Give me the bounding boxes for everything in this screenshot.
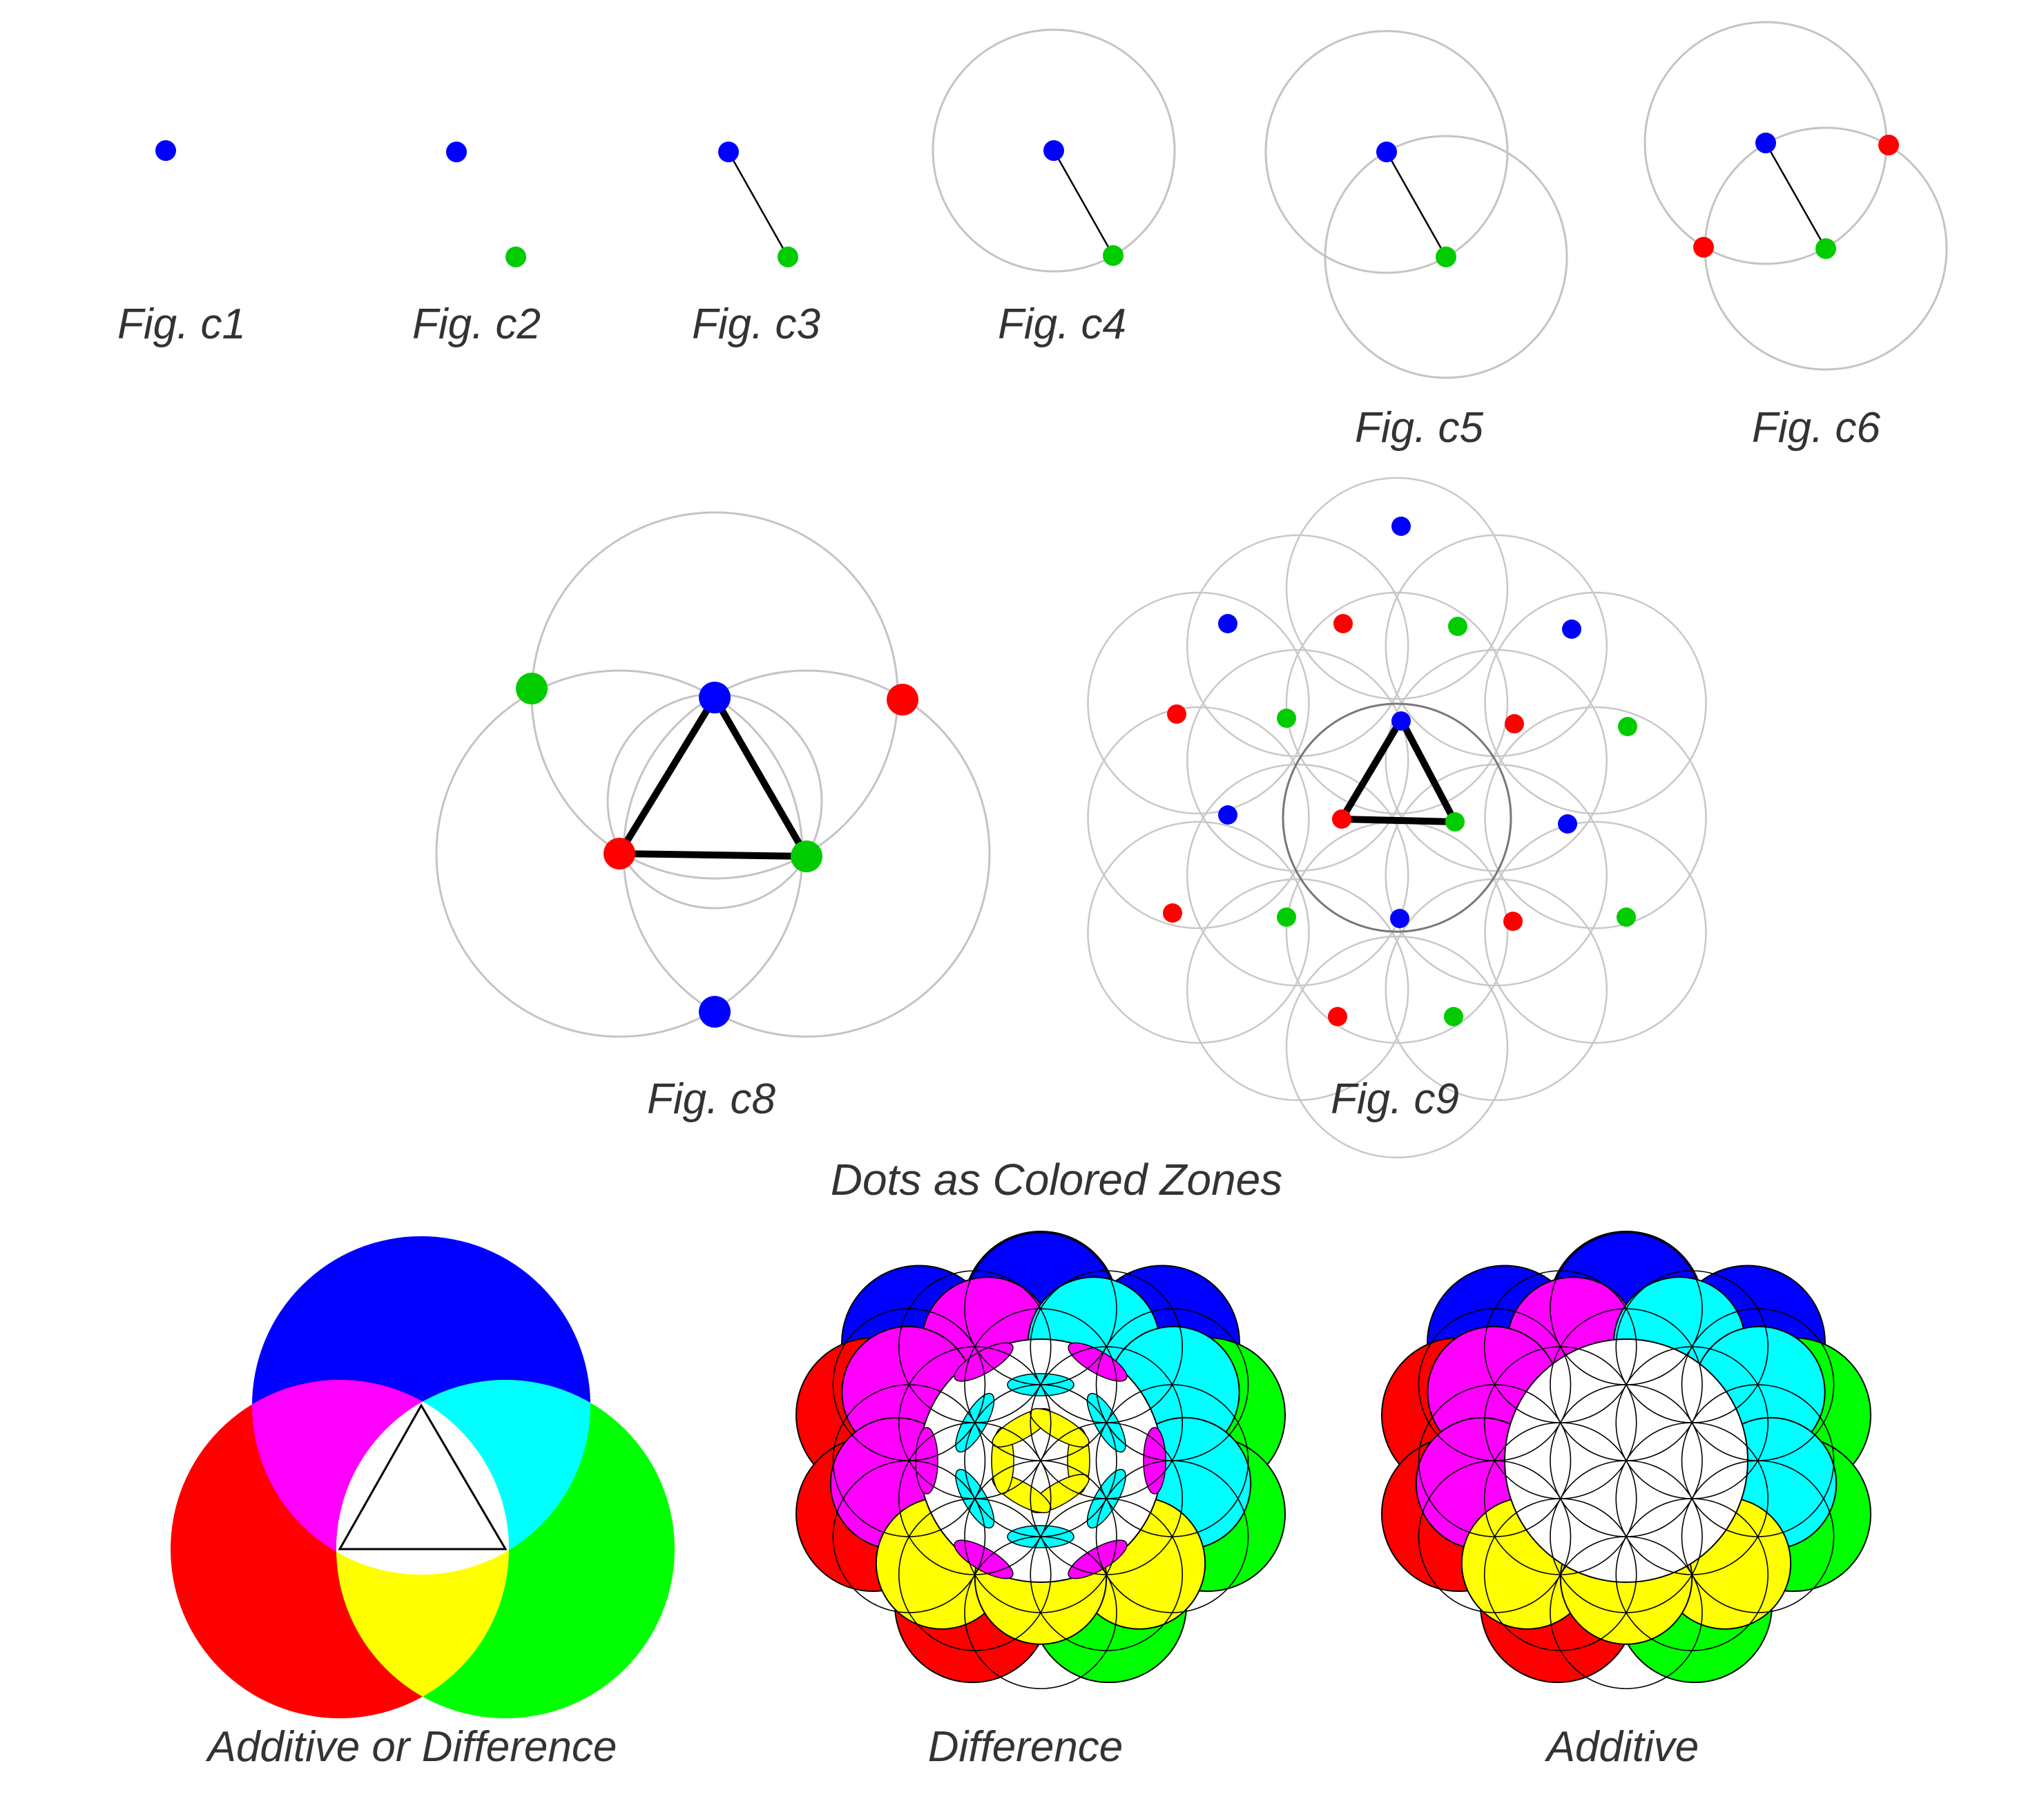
fig-c3: Fig. c3 xyxy=(692,142,820,348)
triangle xyxy=(616,694,810,860)
red-dot xyxy=(1163,903,1182,923)
fig-c6: Fig. c6 xyxy=(1643,21,1948,452)
triangle xyxy=(1338,716,1458,825)
fig-c9-label: Fig. c9 xyxy=(1331,1075,1459,1123)
green-dot xyxy=(791,840,822,872)
construction-circle xyxy=(1285,591,1509,815)
connector-line xyxy=(727,151,789,258)
red-dot xyxy=(887,684,918,715)
construction-circle xyxy=(1186,763,1409,987)
construction-circle xyxy=(1385,763,1608,987)
fig-c8-label: Fig. c8 xyxy=(647,1075,776,1123)
construction-circle xyxy=(1385,878,1608,1102)
petal-zone xyxy=(915,1427,938,1495)
green-dot xyxy=(1103,245,1124,266)
connector-line xyxy=(1385,151,1447,258)
red-dot xyxy=(1333,614,1353,633)
green-dot xyxy=(1436,247,1456,267)
section-title: Dots as Colored Zones xyxy=(831,1155,1283,1204)
construction-circle xyxy=(1186,878,1409,1102)
green-dot xyxy=(778,247,798,267)
green-dot xyxy=(1618,717,1637,736)
rgb-triple-label: Additive or Difference xyxy=(205,1723,617,1771)
blue-dot xyxy=(699,996,731,1028)
red-dot xyxy=(1328,1007,1347,1026)
fig-c1-label: Fig. c1 xyxy=(117,300,246,348)
inner-circle xyxy=(606,693,823,910)
red-dot xyxy=(1878,135,1899,155)
green-dot xyxy=(1815,238,1836,259)
fig-c5: Fig. c5 xyxy=(1264,30,1568,452)
green-dot xyxy=(1444,1007,1463,1026)
construction-circle xyxy=(1484,591,1707,815)
red-dot xyxy=(1167,704,1186,724)
rgb-zones-triple: Additive or Difference xyxy=(171,1236,675,1771)
triangle xyxy=(338,1403,508,1550)
green-dot xyxy=(1617,907,1636,927)
blue-dot xyxy=(1391,711,1411,731)
fig-c6-label: Fig. c6 xyxy=(1752,404,1881,452)
connector-line xyxy=(1764,142,1827,249)
flower-circle xyxy=(1681,1384,1835,1537)
fig-c5-label: Fig. c5 xyxy=(1355,404,1484,452)
difference-label: Difference xyxy=(928,1723,1124,1771)
blue-dot xyxy=(1376,142,1397,162)
fig-c2: Fig. c2 xyxy=(412,142,541,348)
red-dot xyxy=(604,838,635,870)
green-dot xyxy=(505,247,526,267)
red-dot xyxy=(1503,912,1523,931)
additive-flower: Additive xyxy=(1381,1231,1871,1771)
construction-circle xyxy=(1324,135,1568,379)
red-dot xyxy=(1332,809,1351,829)
blue-dot xyxy=(1218,614,1237,633)
fig-c9: Fig. c9 xyxy=(1087,477,1707,1159)
green-dot xyxy=(1445,812,1465,832)
blue-dot xyxy=(1558,814,1577,834)
blue-dot xyxy=(1755,133,1776,153)
blue-dot xyxy=(1043,140,1064,161)
construction-circle xyxy=(1087,820,1310,1044)
connector-line xyxy=(1052,150,1115,256)
construction-circle xyxy=(1385,534,1608,758)
green-dot xyxy=(516,673,548,704)
construction-circle xyxy=(1285,935,1509,1159)
fig-c1: Fig. c1 xyxy=(117,140,246,348)
additive-label: Additive xyxy=(1544,1723,1699,1771)
blue-dot xyxy=(718,142,739,162)
flower-circle xyxy=(1095,1384,1249,1537)
green-dot xyxy=(1277,709,1296,728)
red-dot xyxy=(1693,237,1714,258)
construction-circle xyxy=(932,28,1176,273)
fig-c2-label: Fig. c2 xyxy=(412,300,541,348)
red-dot xyxy=(1505,714,1524,733)
blue-dot xyxy=(1562,619,1581,639)
construction-circle xyxy=(1385,649,1608,872)
difference-flower: Difference xyxy=(796,1231,1286,1771)
construction-circle xyxy=(1087,706,1310,930)
construction-circle xyxy=(1484,706,1707,930)
fig-c3-label: Fig. c3 xyxy=(692,300,820,348)
blue-dot xyxy=(699,682,731,713)
blue-dot xyxy=(1391,517,1411,536)
green-dot xyxy=(1448,617,1467,636)
construction-circle xyxy=(1484,820,1707,1044)
blue-dot xyxy=(1218,805,1237,825)
construction-circle xyxy=(1285,477,1509,700)
petal-zone xyxy=(1143,1427,1166,1495)
construction-circle xyxy=(1186,649,1409,872)
green-dot xyxy=(1277,907,1296,927)
construction-circle xyxy=(1186,534,1409,758)
fig-c8: Fig. c8 xyxy=(435,511,991,1123)
center-circle xyxy=(1282,702,1512,933)
flower-circle xyxy=(1681,1460,1835,1613)
flower-circle xyxy=(1095,1460,1249,1613)
blue-dot xyxy=(446,142,467,162)
construction-circle xyxy=(1087,591,1310,815)
fig-c4-label: Fig. c4 xyxy=(998,300,1126,348)
blue-dot xyxy=(155,140,176,161)
fig-c4: Fig. c4 xyxy=(932,28,1176,348)
blue-dot xyxy=(1390,909,1409,928)
